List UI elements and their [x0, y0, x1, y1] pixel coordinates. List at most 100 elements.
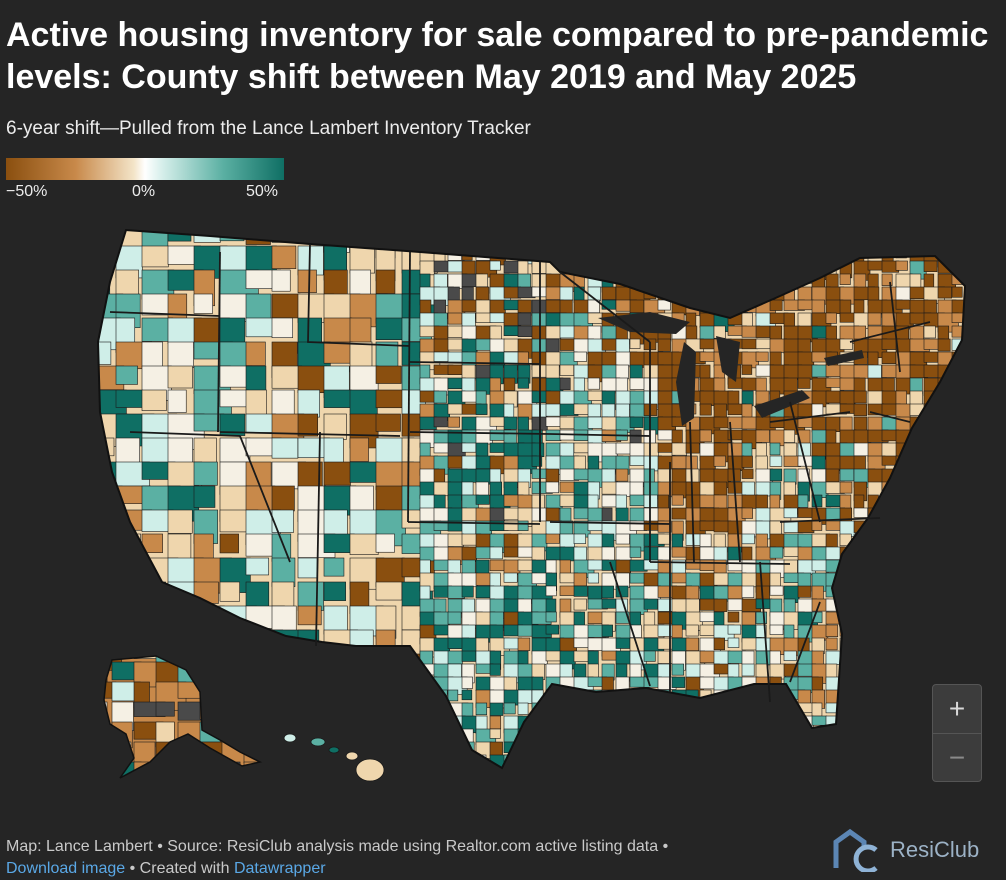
county-cell — [323, 677, 356, 697]
county-cell — [685, 234, 699, 245]
county-cell — [271, 293, 301, 319]
county-cell — [713, 247, 735, 259]
county-cell — [783, 325, 801, 342]
county-cell — [798, 807, 814, 818]
county-cell — [461, 481, 474, 496]
county-cell — [713, 299, 735, 312]
county-cell — [867, 533, 884, 550]
county-cell — [741, 455, 753, 468]
county-cell — [741, 273, 755, 287]
county-cell — [867, 741, 886, 753]
county-cell — [839, 230, 853, 232]
county-cell — [115, 581, 138, 611]
county-cell — [966, 261, 981, 279]
county-cell — [727, 247, 747, 266]
county-cell — [559, 767, 580, 768]
lake-michigan — [676, 342, 696, 426]
county-cell — [111, 741, 132, 764]
county-cell — [980, 482, 990, 493]
county-cell — [951, 637, 964, 649]
county-cell — [167, 533, 192, 560]
county-cell — [643, 247, 660, 259]
county-cell — [811, 676, 824, 692]
county-cell — [951, 624, 963, 642]
county-cell — [811, 767, 827, 768]
county-cell — [966, 651, 976, 666]
county-cell — [434, 820, 445, 822]
county-cell — [504, 807, 516, 822]
county-cell — [142, 798, 172, 822]
county-cell — [601, 702, 622, 722]
county-cell — [797, 403, 815, 418]
county-cell — [923, 325, 936, 339]
county-cell — [243, 721, 260, 740]
county-cell — [420, 807, 437, 816]
county-cell — [573, 455, 586, 470]
county-cell — [825, 754, 843, 768]
county-cell — [349, 461, 379, 483]
county-cell — [193, 653, 225, 673]
county-cell — [951, 611, 965, 623]
county-cell — [951, 364, 965, 378]
county-cell — [375, 533, 395, 553]
county-cell — [839, 767, 855, 768]
county-cell — [952, 820, 971, 822]
county-cell — [671, 507, 688, 520]
county-cell — [297, 389, 320, 418]
county-cell — [685, 230, 700, 238]
county-cell — [797, 230, 816, 242]
county-cell — [853, 689, 873, 703]
county-cell — [272, 774, 304, 792]
us-county-map[interactable] — [90, 222, 990, 822]
zoom-in-button[interactable]: + — [948, 693, 966, 724]
datawrapper-link[interactable]: Datawrapper — [233, 860, 326, 877]
county-cell — [728, 794, 741, 809]
county-cell — [685, 754, 708, 768]
download-image-link[interactable]: Download image — [6, 860, 126, 877]
county-cell — [825, 230, 844, 240]
county-cell — [115, 389, 143, 408]
county-cell — [867, 364, 882, 379]
county-cell — [489, 299, 506, 314]
county-cell — [727, 598, 744, 611]
county-cell — [881, 676, 903, 695]
county-cell — [245, 293, 272, 321]
county-cell — [221, 656, 251, 662]
county-cell — [825, 377, 843, 388]
county-cell — [966, 313, 985, 324]
county-cell — [868, 820, 880, 822]
county-cell — [713, 559, 727, 574]
county-cell — [587, 767, 610, 768]
county-cell — [881, 377, 895, 393]
county-cell — [895, 468, 911, 479]
county-cell — [573, 715, 591, 728]
county-cell — [797, 689, 812, 705]
county-cell — [923, 559, 944, 575]
county-cell — [219, 341, 247, 369]
county-cell — [615, 715, 629, 734]
county-cell — [671, 286, 692, 304]
county-cell — [882, 820, 899, 822]
county-cell — [587, 650, 599, 665]
county-cell — [517, 767, 537, 768]
county-cell — [503, 234, 525, 254]
county-cell — [298, 798, 322, 815]
county-cell — [531, 702, 547, 722]
county-cell — [966, 430, 986, 444]
county-cell — [783, 442, 798, 457]
county-cell — [643, 598, 658, 610]
county-cell — [504, 794, 522, 806]
county-cell — [90, 774, 119, 808]
resiclub-logo: ResiClub — [832, 828, 979, 872]
county-cell — [643, 650, 656, 662]
county-cell — [825, 611, 846, 625]
county-cell — [489, 546, 503, 560]
county-cell — [741, 533, 755, 545]
county-cell — [615, 559, 631, 574]
zoom-out-button[interactable]: − — [933, 733, 981, 782]
county-cell — [811, 234, 833, 248]
county-cell — [518, 820, 529, 822]
county-cell — [895, 767, 911, 768]
county-cell — [868, 807, 884, 822]
county-cell — [951, 390, 965, 410]
